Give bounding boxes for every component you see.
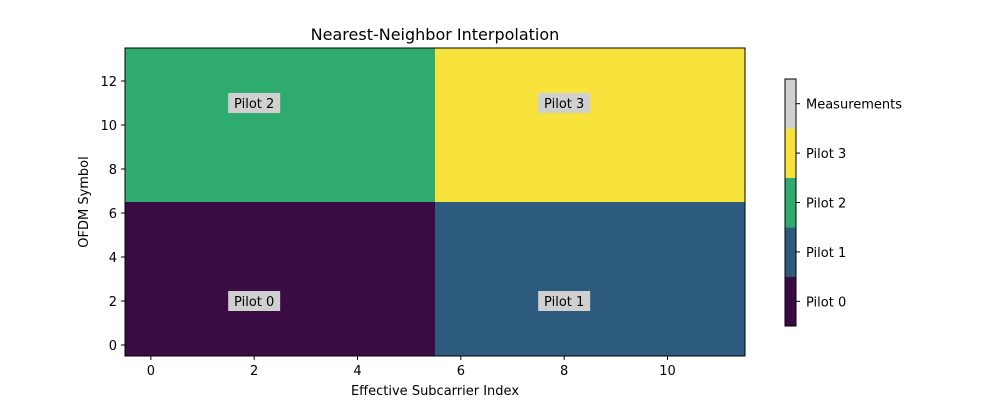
plot-frame [124,47,746,357]
annotation-box [538,291,591,311]
x-tick-label: 8 [560,364,568,379]
y-tick-label: 2 [109,295,117,310]
y-tick-label: 8 [109,163,117,178]
y-tick-label: 12 [100,75,117,90]
annotation-2: Pilot 2 [228,93,281,113]
colorbar-label: Pilot 0 [806,295,846,310]
x-axis-label: Effective Subcarrier Index [351,384,519,399]
chart-title: Nearest-Neighbor Interpolation [311,25,560,44]
annotation-label: Pilot 2 [234,97,274,112]
colorbar-segment-2 [785,177,796,228]
annotation-label: Pilot 0 [234,295,274,310]
annotation-0: Pilot 0 [228,291,281,311]
annotation-box [538,93,591,113]
y-axis-label: OFDM Symbol [77,156,92,248]
colorbar-label: Pilot 2 [806,197,846,212]
annotation-box [228,291,281,311]
colorbar-segment-0 [785,276,796,326]
y-tick-label: 0 [109,339,117,354]
x-tick-label: 0 [147,364,155,379]
y-tick-label: 10 [100,119,117,134]
colorbar-label: Measurements [806,98,902,113]
annotation-label: Pilot 1 [544,295,584,310]
y-tick-label: 6 [109,207,117,222]
x-tick-label: 4 [353,364,361,379]
colorbar-segment-4 [785,79,796,129]
colorbar-segment-3 [785,128,796,178]
colorbar: Pilot 0 Pilot 1 Pilot 2 Pilot 3 Measurements [784,78,902,327]
x-tick-label: 10 [659,364,676,379]
annotation-3: Pilot 3 [538,93,591,113]
colorbar-frame [784,78,797,327]
annotation-box [228,93,281,113]
heatmap-region-0 [125,202,435,356]
heatmap-region-2 [125,48,435,202]
heatmap-region-3 [435,48,745,202]
annotation-label: Pilot 3 [544,97,584,112]
heatmap-region-1 [435,202,745,356]
colorbar-label: Pilot 3 [806,147,846,162]
annotation-1: Pilot 1 [538,291,591,311]
y-tick-label: 4 [109,251,117,266]
x-tick-label: 2 [250,364,258,379]
colorbar-label: Pilot 1 [806,246,846,261]
colorbar-segment-1 [785,227,796,277]
x-tick-label: 6 [457,364,465,379]
